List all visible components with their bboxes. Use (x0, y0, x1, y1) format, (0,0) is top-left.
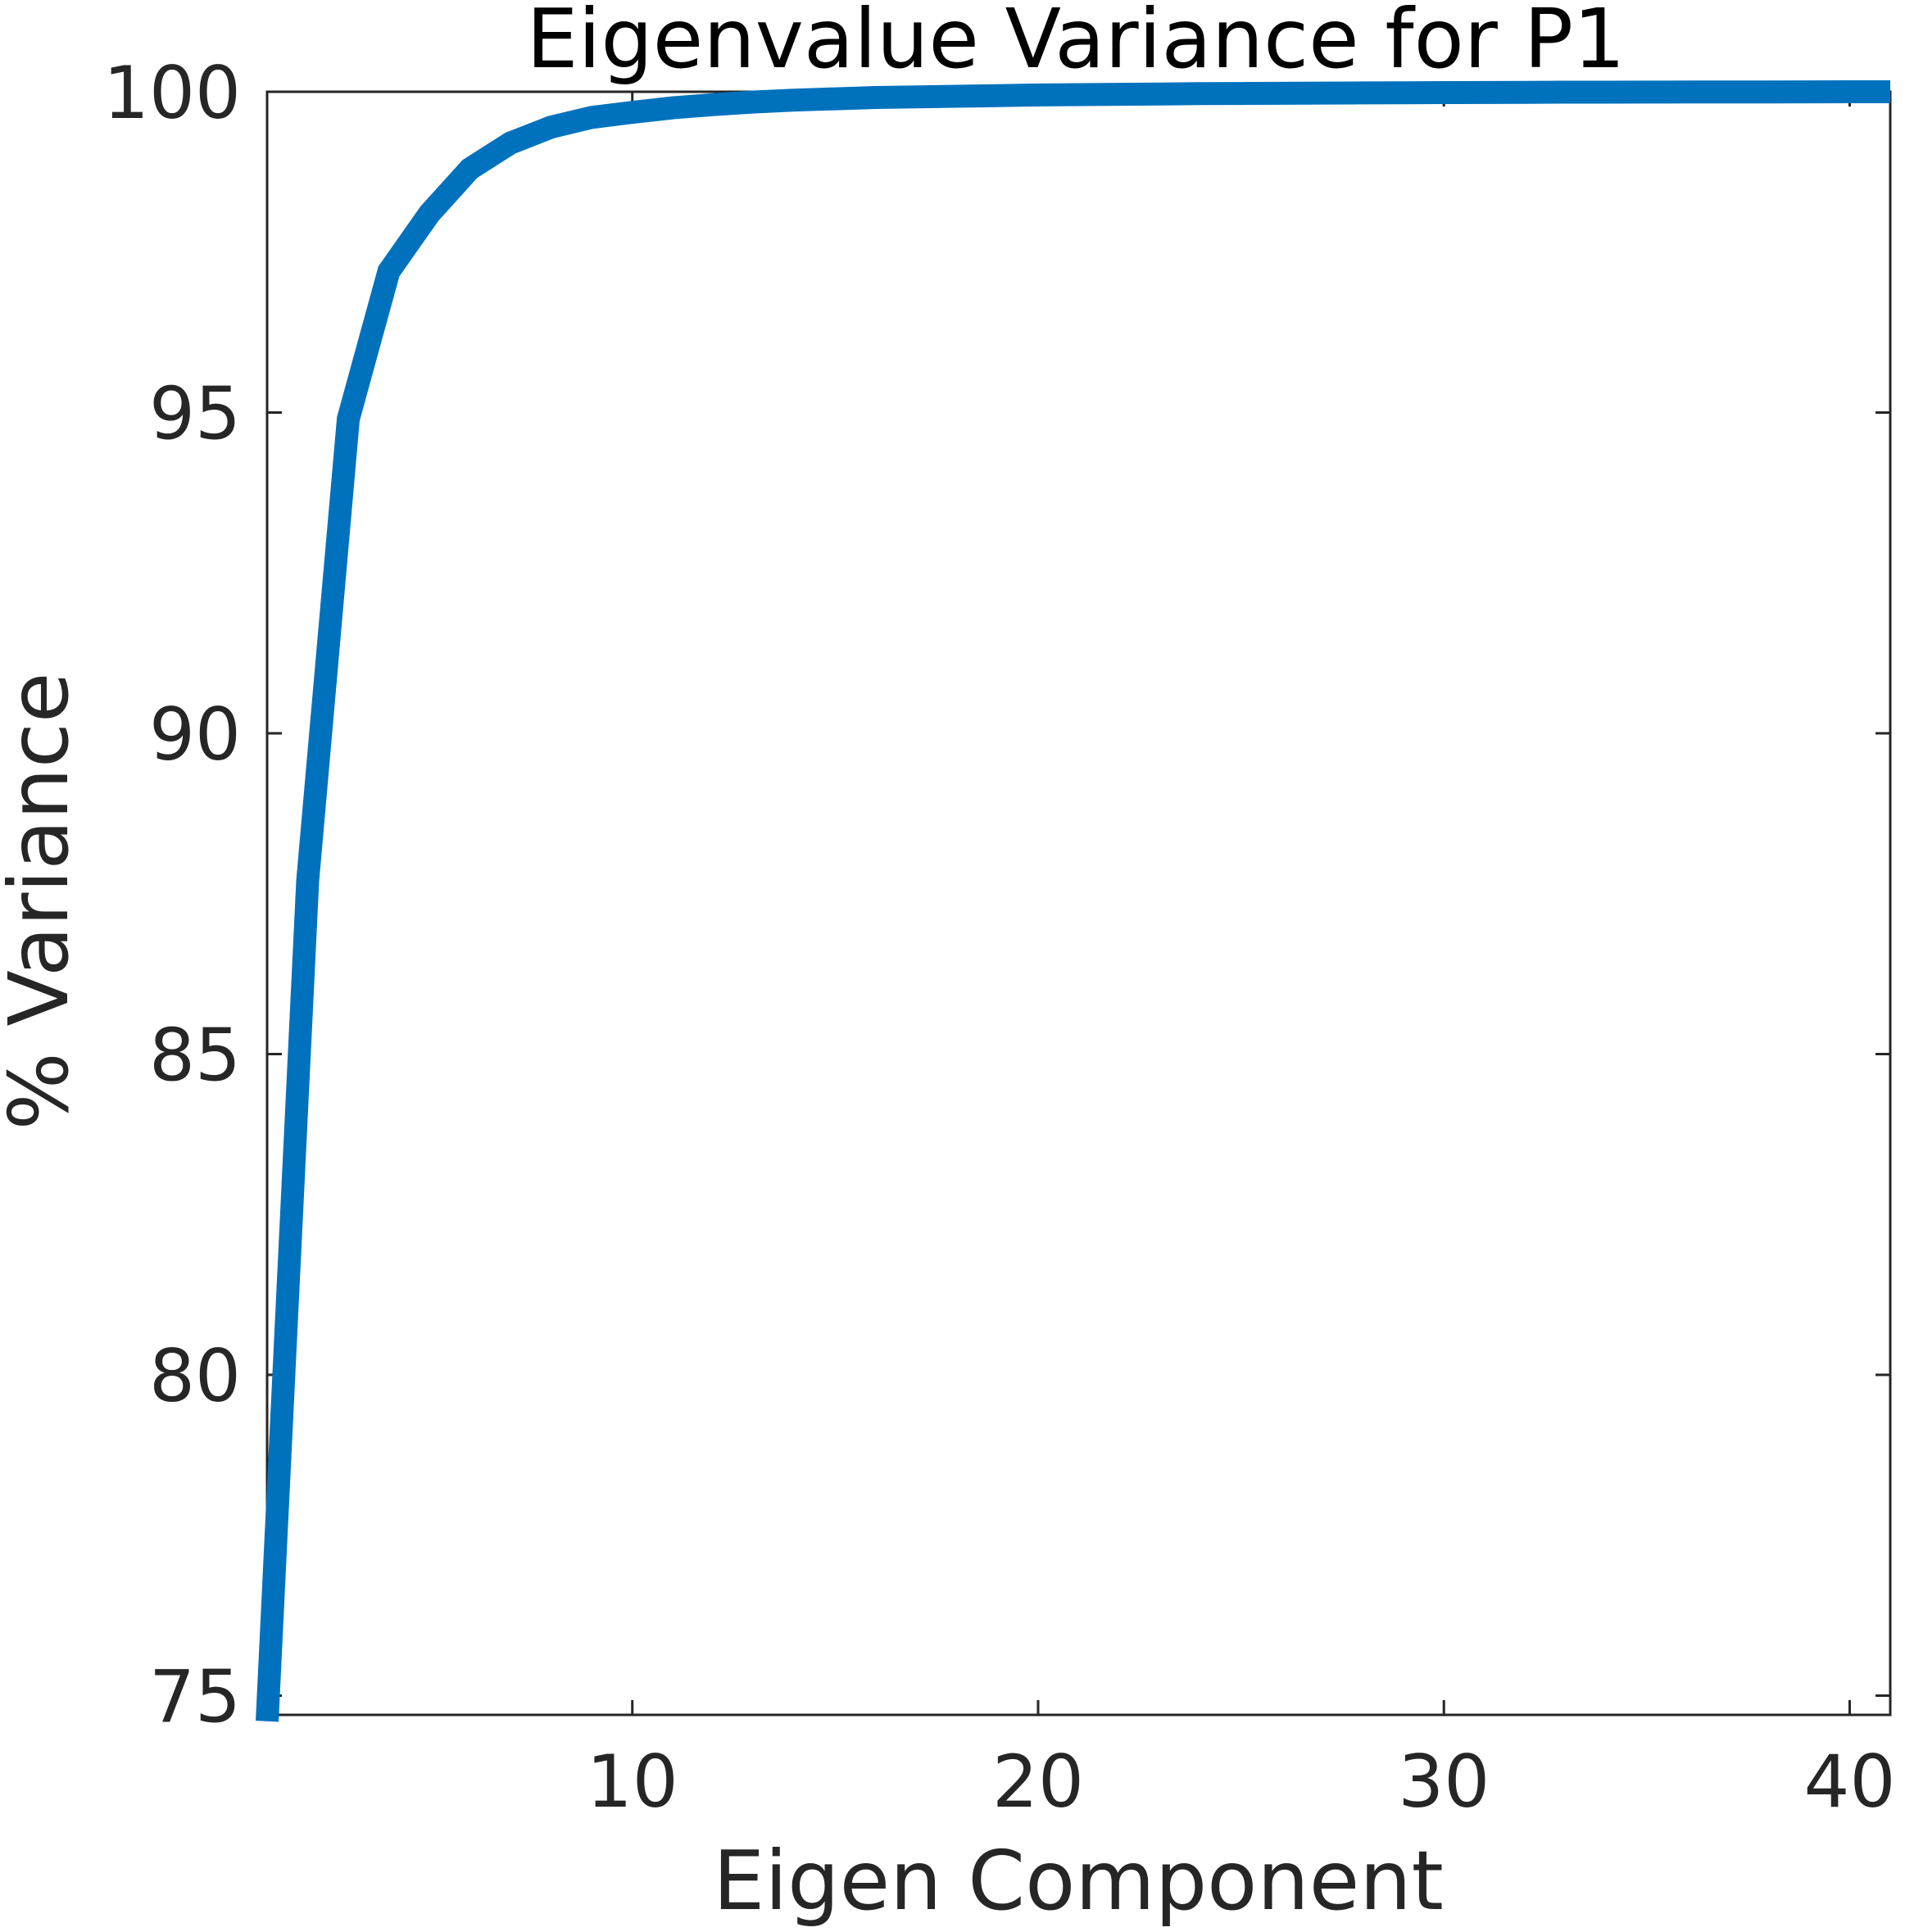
x-tick-label: 30 (1398, 1739, 1490, 1824)
plot-area: 10 20 30 40 75 80 85 90 95 100 (103, 51, 1895, 1824)
x-axis-label: Eigen Component (713, 1833, 1444, 1929)
axes-box (265, 90, 1892, 1717)
y-axis-label: % Variance (0, 673, 87, 1131)
axis-ticks (267, 90, 1890, 1715)
x-tick-label: 40 (1803, 1739, 1895, 1824)
series-layer (256, 80, 1890, 1722)
y-tick-label: 90 (149, 692, 241, 777)
chart-title: Eigenvalue Variance for P1 (526, 0, 1625, 87)
y-tick-label: 80 (149, 1334, 241, 1418)
y-tick-label: 95 (149, 372, 241, 456)
tick-labels: 10 20 30 40 75 80 85 90 95 100 (103, 51, 1895, 1824)
x-tick-label: 10 (587, 1739, 678, 1824)
series-line-0 (256, 80, 1890, 1722)
y-tick-label: 85 (149, 1014, 241, 1098)
x-tick-label: 20 (992, 1739, 1084, 1824)
y-tick-label: 75 (149, 1655, 241, 1739)
y-tick-label: 100 (103, 51, 241, 135)
